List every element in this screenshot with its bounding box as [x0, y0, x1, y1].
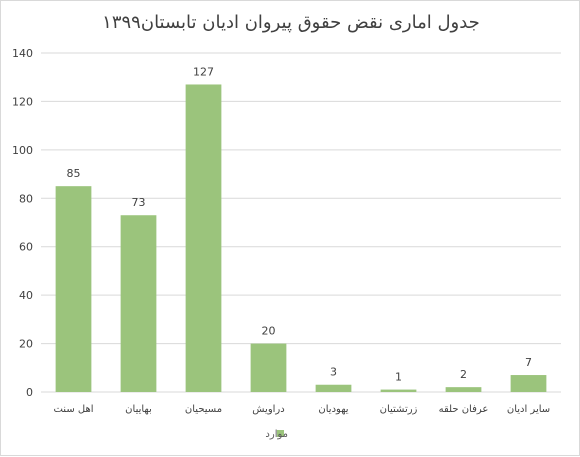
data-label: 3	[330, 366, 337, 379]
category-label: اهل سنت	[53, 404, 93, 415]
category-label: یهودیان	[318, 404, 348, 415]
bar	[510, 375, 547, 392]
bar	[380, 389, 417, 392]
legend-swatch	[277, 430, 284, 437]
category-label: سایر ادیان	[507, 404, 550, 415]
category-label: مسیحیان	[185, 404, 222, 415]
y-tick-label: 0	[26, 386, 33, 399]
data-label: 127	[193, 65, 214, 78]
bars	[55, 84, 547, 392]
gridlines	[41, 52, 561, 393]
data-label: 20	[262, 325, 276, 338]
bar	[120, 215, 157, 392]
legend-label: موارد	[265, 429, 288, 440]
y-axis-ticks: 0 20 40 60 80 100 120 140	[12, 47, 33, 399]
data-label: 1	[395, 371, 402, 384]
bar	[445, 387, 482, 392]
x-axis-categories: اهل سنت بهاییان مسیحیان دراویش یهودیان زرتشتی…	[53, 404, 550, 415]
y-tick-label: 140	[12, 47, 33, 60]
data-label: 7	[525, 356, 532, 369]
y-tick-label: 20	[19, 338, 33, 351]
bar	[315, 384, 352, 392]
category-label: عرفان حلقه	[439, 404, 489, 415]
data-label: 73	[132, 196, 146, 209]
y-tick-label: 40	[19, 289, 33, 302]
bar	[55, 186, 92, 392]
data-label: 85	[67, 167, 81, 180]
category-label: زرتشتیان	[380, 404, 418, 415]
y-tick-label: 100	[12, 144, 33, 157]
legend: موارد	[265, 429, 288, 440]
bar	[250, 343, 287, 392]
data-label: 2	[460, 368, 467, 381]
y-tick-label: 80	[19, 192, 33, 205]
chart-title: جدول اماری نقض حقوق پیروان ادیان تابستان…	[102, 12, 480, 33]
y-tick-label: 120	[12, 95, 33, 108]
bar	[185, 84, 222, 392]
y-tick-label: 60	[19, 241, 33, 254]
category-label: دراویش	[252, 404, 284, 415]
category-label: بهاییان	[125, 404, 152, 415]
